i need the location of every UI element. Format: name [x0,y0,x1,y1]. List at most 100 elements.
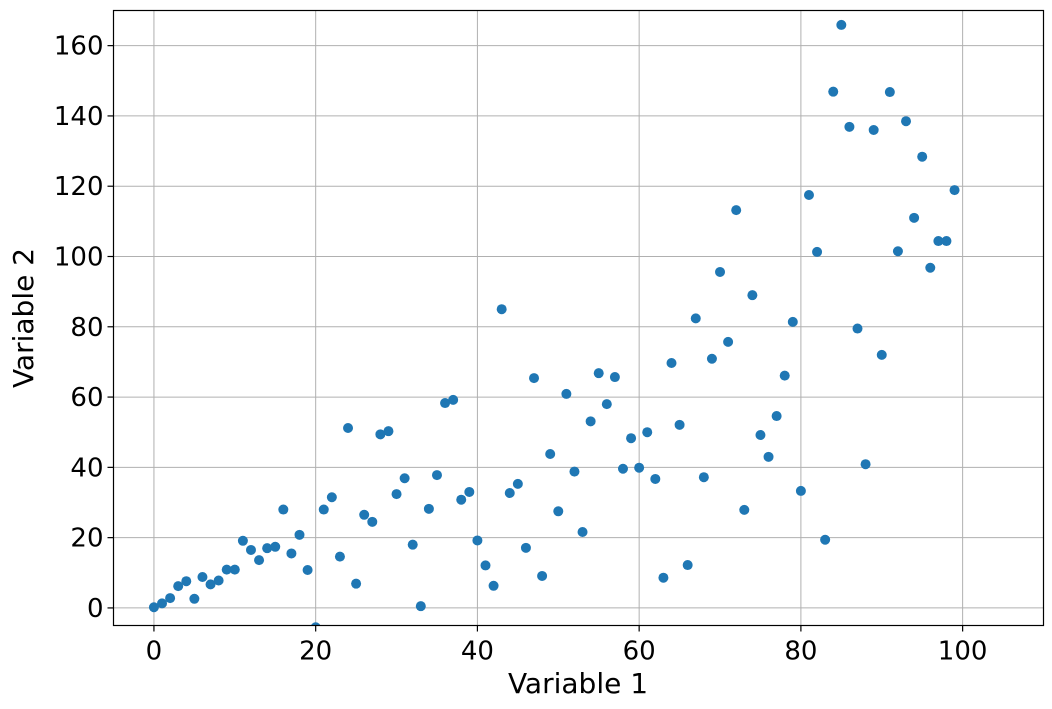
data-point [456,494,467,505]
data-point [367,516,378,527]
data-point [634,462,645,473]
data-point [197,572,208,583]
data-point [245,544,256,555]
data-point [537,570,548,581]
data-point [779,370,790,381]
data-point [650,473,661,484]
y-tick-label: 100 [54,243,104,273]
data-point [464,486,475,497]
data-point [561,388,572,399]
data-point [901,116,912,127]
data-point [278,504,289,515]
data-point [496,304,507,315]
data-point [747,290,758,301]
data-point [593,368,604,379]
data-point [941,236,952,247]
y-axis-label: Variable 2 [7,248,40,388]
data-point [731,205,742,216]
data-point [836,19,847,30]
data-point [229,564,240,575]
x-tick-label: 60 [623,637,656,667]
x-tick-label: 20 [299,637,332,667]
data-point [553,506,564,517]
data-point [512,478,523,489]
data-point [213,575,224,586]
data-point [803,190,814,200]
data-point [440,398,451,409]
data-point [157,598,168,609]
data-point [488,580,499,591]
data-point [876,349,887,360]
axis-ticks: 0 20 40 60 80 100 0 20 40 60 80 100 120 140 160 [54,32,988,667]
data-point [860,459,871,470]
data-point [520,542,531,553]
data-point [407,539,418,550]
data-point [884,87,895,98]
data-point [698,472,709,483]
data-point [423,503,434,514]
data-point [617,463,628,474]
data-point [868,124,879,135]
x-tick-label: 100 [938,637,988,667]
data-point [771,411,782,422]
data-point [375,429,386,440]
y-tick-label: 40 [70,453,103,483]
data-point [326,492,337,503]
data-point [795,485,806,496]
data-point [294,529,305,540]
x-tick-label: 0 [146,637,163,667]
data-point [310,622,321,626]
data-point [334,551,345,562]
data-point [577,527,588,538]
data-point [529,373,540,384]
data-point [383,426,394,437]
data-point [391,489,402,500]
data-point [706,353,717,364]
data-point [504,488,515,499]
data-point [448,394,459,405]
y-tick-label: 0 [87,594,104,624]
data-point [844,121,855,132]
data-point [472,535,483,546]
data-point [690,313,701,324]
data-point [642,427,653,438]
x-tick-label: 80 [784,637,817,667]
data-point [949,185,960,196]
data-point [917,151,928,162]
data-point [682,560,693,571]
data-point [302,564,313,575]
data-point [262,543,273,554]
data-point [148,602,159,613]
data-point [270,541,281,552]
data-point [723,336,734,347]
data-point [585,416,596,427]
data-point [828,86,839,97]
data-point [415,601,426,612]
y-tick-label: 120 [54,172,104,202]
y-tick-label: 20 [70,524,103,554]
data-point [601,399,612,410]
data-point [165,593,176,604]
data-point [343,422,354,433]
data-points [148,19,960,626]
data-point [254,555,265,566]
data-point [763,451,774,462]
data-point [626,433,637,444]
y-tick-label: 160 [54,32,104,62]
data-point [399,473,410,484]
data-point [892,246,903,257]
data-point [431,470,442,481]
data-point [480,560,491,571]
data-point [787,316,798,327]
grid [113,10,1044,626]
data-point [609,372,620,383]
data-point [820,534,831,545]
data-point [189,593,200,604]
x-axis-label: Variable 1 [508,667,648,700]
data-point [739,504,750,515]
data-point [286,548,297,559]
data-point [181,576,192,587]
data-point [812,246,823,257]
data-point [205,579,216,590]
